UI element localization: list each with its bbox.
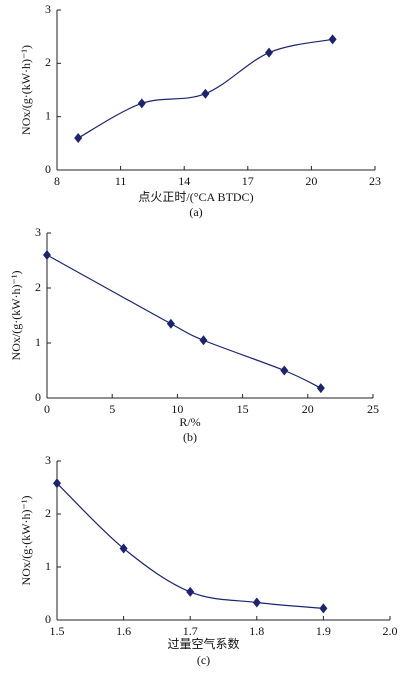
x-tick-label: 20 <box>305 174 317 188</box>
y-tick-label: 1 <box>35 335 41 349</box>
x-tick-label: 25 <box>367 402 379 416</box>
x-tick-label: 11 <box>115 174 127 188</box>
x-axis-label: R/% <box>179 415 200 429</box>
data-point <box>280 365 289 376</box>
y-tick-label: 2 <box>45 506 51 520</box>
data-point <box>166 318 175 329</box>
x-tick-label: 20 <box>302 402 314 416</box>
data-point <box>186 586 195 597</box>
x-tick-label: 1.5 <box>50 624 65 638</box>
data-point <box>74 133 83 143</box>
y-tick-label: 0 <box>45 612 51 626</box>
x-tick-label: 1.6 <box>116 624 131 638</box>
y-axis-label: NOx/(g·(kW·h)⁻¹) <box>9 271 23 361</box>
data-point <box>252 597 261 608</box>
x-tick-label: 1.8 <box>249 624 264 638</box>
y-axis-label: NOx/(g·(kW·h)⁻¹) <box>19 496 33 586</box>
x-axis-label: 过量空气系数 <box>167 636 239 651</box>
y-tick-label: 0 <box>35 390 41 404</box>
y-tick-label: 1 <box>45 559 51 573</box>
data-point <box>316 383 325 394</box>
y-tick-label: 0 <box>45 162 51 176</box>
x-tick-label: 0 <box>44 402 50 416</box>
y-tick-label: 1 <box>45 108 51 122</box>
caption: (a) <box>189 205 202 219</box>
x-tick-label: 10 <box>171 402 183 416</box>
data-point <box>137 98 146 109</box>
x-tick-label: 8 <box>54 174 60 188</box>
y-tick-label: 2 <box>35 280 41 294</box>
data-point <box>43 250 51 260</box>
caption: (c) <box>197 653 210 667</box>
data-point <box>201 88 210 99</box>
x-tick-label: 14 <box>178 174 190 188</box>
y-tick-label: 2 <box>45 55 51 69</box>
x-tick-label: 1.7 <box>183 624 198 638</box>
data-point <box>199 335 208 346</box>
x-tick-label: 1.9 <box>316 624 331 638</box>
data-point <box>119 543 128 554</box>
x-tick-label: 5 <box>109 402 115 416</box>
data-point <box>265 47 273 58</box>
x-tick-label: 2.0 <box>383 624 398 638</box>
y-tick-label: 3 <box>45 453 51 467</box>
data-point <box>53 478 61 489</box>
data-point <box>328 34 337 45</box>
y-tick-label: 3 <box>35 225 41 239</box>
data-point <box>319 603 328 614</box>
data-line <box>77 38 333 139</box>
data-line <box>46 254 322 389</box>
caption: (b) <box>183 430 197 444</box>
y-axis-label: NOx/(g·(kW·h)⁻¹) <box>19 45 33 135</box>
y-tick-label: 3 <box>45 2 51 16</box>
x-tick-label: 17 <box>242 174 254 188</box>
x-tick-label: 23 <box>369 174 381 188</box>
x-tick-label: 15 <box>237 402 249 416</box>
x-axis-label: 点火正时/(°CA BTDC) <box>138 190 253 204</box>
